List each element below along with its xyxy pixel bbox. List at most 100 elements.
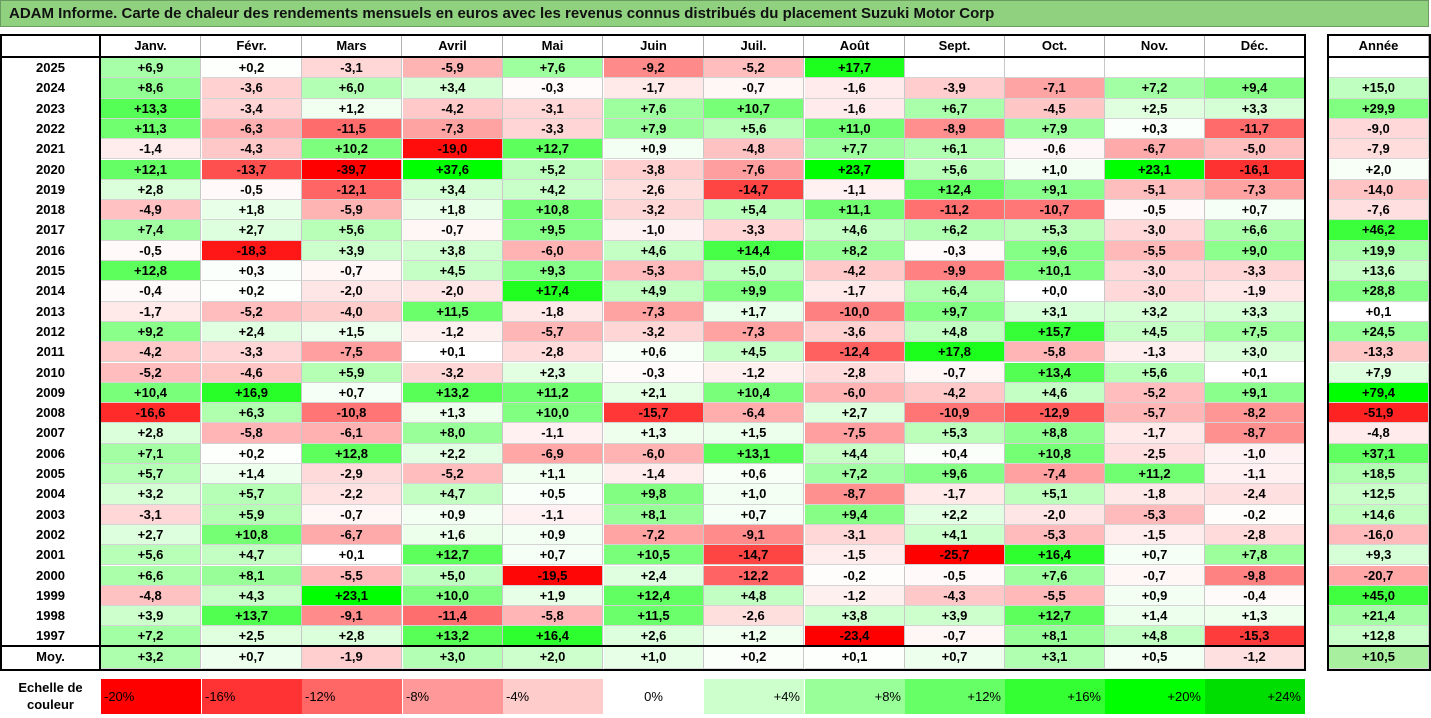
year-total-cell: +24,5 bbox=[1329, 321, 1429, 343]
heatmap-cell: -1,7 bbox=[805, 281, 905, 302]
year-total-cell bbox=[1329, 58, 1429, 79]
heatmap-cell: -0,7 bbox=[704, 78, 804, 99]
heatmap-cell: -4,3 bbox=[202, 139, 302, 160]
heatmap-cell: +4,6 bbox=[604, 240, 704, 261]
heatmap-cell: +4,7 bbox=[403, 484, 503, 505]
heatmap-cell: -13,7 bbox=[202, 159, 302, 180]
heatmap-cell: -5,2 bbox=[403, 464, 503, 485]
heatmap-cell: -7,1 bbox=[1005, 78, 1105, 99]
heatmap-cell: -5,9 bbox=[302, 200, 402, 221]
heatmap-cell: -5,5 bbox=[302, 565, 402, 586]
scale-swatch: -16% bbox=[202, 679, 302, 714]
year-total-cell: -7,9 bbox=[1329, 139, 1429, 160]
heatmap-cell: -1,5 bbox=[805, 545, 905, 566]
heatmap-cell: -3,2 bbox=[604, 200, 704, 221]
heatmap-cell: +2,8 bbox=[101, 179, 201, 201]
row-year-label: 2019 bbox=[36, 181, 65, 197]
year-total-cell: -51,9 bbox=[1329, 403, 1429, 424]
average-cell: +3,0 bbox=[403, 647, 503, 669]
year-total-cell: +21,4 bbox=[1329, 606, 1429, 627]
heatmap-cell: +10,0 bbox=[403, 585, 503, 607]
heatmap-cell: +1,1 bbox=[503, 464, 603, 485]
month-header: Juil. bbox=[704, 36, 804, 57]
heatmap-cell: -8,2 bbox=[1205, 403, 1305, 424]
heatmap-cell: -18,3 bbox=[202, 240, 302, 261]
heatmap-cell: +12,7 bbox=[503, 139, 603, 160]
heatmap-cell: -16,1 bbox=[1205, 159, 1305, 180]
heatmap-cell: -2,5 bbox=[1105, 443, 1205, 464]
heatmap-cell: +10,8 bbox=[503, 200, 603, 221]
year-total-cell: -4,8 bbox=[1329, 423, 1429, 444]
scale-swatch: +20% bbox=[1105, 679, 1205, 714]
heatmap-cell: +2,5 bbox=[1105, 98, 1205, 119]
year-total-cell: -13,3 bbox=[1329, 342, 1429, 363]
heatmap-cell: +10,0 bbox=[503, 403, 603, 424]
row-label-frame bbox=[0, 34, 101, 671]
heatmap-cell bbox=[905, 58, 1005, 79]
heatmap-cell: +17,4 bbox=[503, 281, 603, 302]
average-row-label: Moy. bbox=[36, 649, 65, 664]
row-year-label: 2001 bbox=[36, 547, 65, 563]
year-total-cell: +0,1 bbox=[1329, 301, 1429, 322]
heatmap-cell: +7,1 bbox=[101, 443, 201, 464]
heatmap-cell: -1,6 bbox=[805, 78, 905, 99]
heatmap-cell: +0,1 bbox=[403, 342, 503, 363]
heatmap-cell: -4,2 bbox=[905, 382, 1005, 404]
heatmap-cell: +4,7 bbox=[202, 545, 302, 566]
scale-swatch: +12% bbox=[905, 679, 1005, 714]
heatmap-cell: +3,2 bbox=[101, 484, 201, 505]
heatmap-cell: +5,6 bbox=[905, 159, 1005, 180]
heatmap-cell: +2,7 bbox=[202, 220, 302, 241]
heatmap-cell: -3,2 bbox=[403, 362, 503, 383]
row-year-label: 2016 bbox=[36, 242, 65, 258]
heatmap-cell: -5,1 bbox=[1105, 179, 1205, 201]
heatmap-cell: +3,8 bbox=[805, 606, 905, 627]
heatmap-cell: -5,2 bbox=[101, 362, 201, 383]
month-header: Janv. bbox=[101, 36, 201, 57]
heatmap-cell: -4,3 bbox=[905, 585, 1005, 607]
heatmap-cell: -6,3 bbox=[202, 118, 302, 140]
heatmap-cell: -1,1 bbox=[1205, 464, 1305, 485]
row-year-label: 2020 bbox=[36, 161, 65, 177]
heatmap-cell: -3,0 bbox=[1105, 261, 1205, 282]
heatmap-cell: -5,7 bbox=[1105, 403, 1205, 424]
heatmap-cell: +1,2 bbox=[302, 98, 402, 119]
year-total-cell: +37,1 bbox=[1329, 443, 1429, 464]
heatmap-cell: -7,3 bbox=[1205, 179, 1305, 201]
scale-swatch: -20% bbox=[101, 679, 201, 714]
heatmap-cell: +9,3 bbox=[503, 261, 603, 282]
heatmap-cell: +13,7 bbox=[202, 606, 302, 627]
heatmap-cell: +1,0 bbox=[704, 484, 804, 505]
heatmap-cell: -5,3 bbox=[1105, 504, 1205, 525]
row-year-label: 1999 bbox=[36, 587, 65, 603]
chart-title: ADAM Informe. Carte de chaleur des rende… bbox=[0, 0, 1429, 27]
heatmap-cell: +6,7 bbox=[905, 98, 1005, 119]
row-year-label: 2014 bbox=[36, 283, 65, 299]
heatmap-cell: -1,1 bbox=[805, 179, 905, 201]
heatmap-cell: +3,2 bbox=[1105, 301, 1205, 322]
year-grid-frame bbox=[1327, 34, 1431, 671]
heatmap-cell: +0,6 bbox=[604, 342, 704, 363]
heatmap-cell: -5,9 bbox=[403, 58, 503, 79]
average-cell: +0,1 bbox=[805, 647, 905, 669]
heatmap-cell: -0,7 bbox=[302, 261, 402, 282]
row-year-label: 1998 bbox=[36, 608, 65, 624]
heatmap-cell: +4,9 bbox=[604, 281, 704, 302]
heatmap-cell: +1,8 bbox=[202, 200, 302, 221]
heatmap-cell: +9,4 bbox=[805, 504, 905, 525]
heatmap-cell: -5,8 bbox=[503, 606, 603, 627]
heatmap-cell: +10,4 bbox=[704, 382, 804, 404]
heatmap-cell: -6,0 bbox=[604, 443, 704, 464]
year-total-cell: -16,0 bbox=[1329, 524, 1429, 546]
heatmap-cell: +16,9 bbox=[202, 382, 302, 404]
heatmap-cell: +3,9 bbox=[302, 240, 402, 261]
heatmap-cell: -1,5 bbox=[1105, 524, 1205, 546]
heatmap-cell: +0,9 bbox=[604, 139, 704, 160]
heatmap-cell: +1,4 bbox=[1105, 606, 1205, 627]
row-year-label: 2008 bbox=[36, 405, 65, 421]
heatmap-cell: +17,7 bbox=[805, 58, 905, 79]
heatmap-cell: -0,5 bbox=[905, 565, 1005, 586]
heatmap-cell: -6,7 bbox=[1105, 139, 1205, 160]
row-year-label: 2021 bbox=[36, 141, 65, 157]
row-year-label: 2024 bbox=[36, 80, 65, 96]
